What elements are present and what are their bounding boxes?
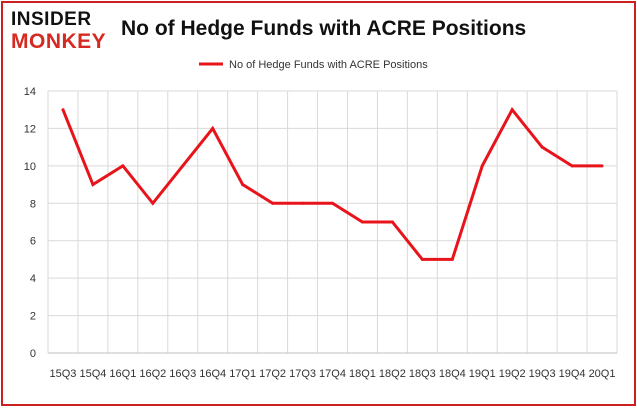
series-line <box>61 106 603 261</box>
data-point <box>540 145 544 149</box>
logo-text-bottom: MONKEY <box>11 30 107 53</box>
legend: No of Hedge Funds with ACRE Positions <box>199 59 428 71</box>
x-tick-label: 16Q2 <box>139 368 166 380</box>
data-point <box>600 164 604 168</box>
grid-lines <box>47 90 618 354</box>
y-tick-label: 0 <box>30 348 36 360</box>
y-tick-label: 10 <box>24 161 36 173</box>
data-point <box>301 201 305 205</box>
x-tick-label: 15Q4 <box>79 368 106 380</box>
x-tick-label: 20Q1 <box>589 368 616 380</box>
x-tick-label: 19Q4 <box>559 368 586 380</box>
x-tick-label: 15Q3 <box>50 368 77 380</box>
data-point <box>420 257 424 261</box>
x-tick-label: 18Q1 <box>349 368 376 380</box>
x-tick-label: 19Q1 <box>469 368 496 380</box>
x-tick-label: 18Q4 <box>439 368 466 380</box>
series-layer <box>61 106 604 261</box>
data-point <box>480 164 484 168</box>
x-tick-label: 16Q1 <box>109 368 136 380</box>
x-tick-label: 17Q1 <box>229 368 256 380</box>
legend-label: No of Hedge Funds with ACRE Positions <box>229 59 428 71</box>
data-point <box>331 201 334 205</box>
data-point <box>450 257 454 261</box>
x-tick-label: 18Q3 <box>409 368 436 380</box>
x-tick-label: 17Q2 <box>259 368 286 380</box>
x-tick-label: 16Q4 <box>199 368 226 380</box>
data-point <box>510 108 514 112</box>
y-tick-label: 6 <box>30 236 36 248</box>
data-point <box>91 183 95 187</box>
y-tick-label: 12 <box>24 123 36 135</box>
data-point <box>241 183 245 187</box>
data-point <box>61 108 65 112</box>
insider-monkey-logo: INSIDER MONKEY <box>11 9 121 59</box>
data-point <box>211 126 215 130</box>
chart-title: No of Hedge Funds with ACRE Positions <box>121 17 527 40</box>
x-tick-label: 16Q3 <box>169 368 196 380</box>
data-point <box>390 220 394 224</box>
y-tick-label: 14 <box>24 86 36 98</box>
data-point <box>151 201 155 205</box>
x-tick-label: 19Q3 <box>529 368 556 380</box>
y-tick-label: 2 <box>30 311 36 323</box>
x-tick-label: 19Q2 <box>499 368 526 380</box>
x-tick-label: 18Q2 <box>379 368 406 380</box>
y-tick-label: 8 <box>30 198 36 210</box>
data-point <box>360 220 364 224</box>
x-tick-label: 17Q4 <box>319 368 346 380</box>
data-point <box>271 201 275 205</box>
data-point <box>181 164 185 168</box>
data-point <box>570 164 574 168</box>
logo-text-top: INSIDER <box>11 9 92 30</box>
y-tick-label: 4 <box>30 273 36 285</box>
data-point <box>121 164 125 168</box>
x-tick-label: 17Q3 <box>289 368 316 380</box>
